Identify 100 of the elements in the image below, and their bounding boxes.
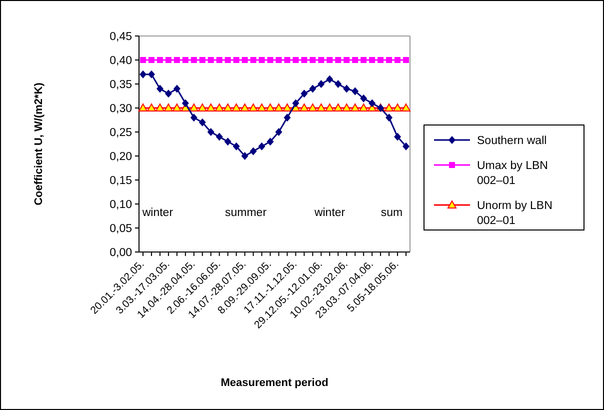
point bbox=[343, 84, 350, 93]
point bbox=[223, 104, 232, 112]
legend-label: Southern wall bbox=[477, 135, 547, 147]
point bbox=[318, 80, 325, 88]
point bbox=[284, 114, 291, 122]
point bbox=[292, 57, 299, 63]
point bbox=[248, 104, 258, 112]
annotation: winter bbox=[141, 207, 174, 219]
point bbox=[258, 57, 265, 63]
point bbox=[250, 147, 257, 156]
point bbox=[402, 104, 410, 112]
point bbox=[173, 84, 180, 93]
point bbox=[344, 57, 350, 63]
point bbox=[310, 57, 316, 63]
point bbox=[232, 142, 240, 150]
point bbox=[282, 104, 292, 112]
point bbox=[156, 84, 164, 93]
point bbox=[198, 104, 207, 112]
point bbox=[199, 57, 206, 63]
point bbox=[266, 104, 275, 112]
annotation: sum bbox=[380, 207, 403, 219]
y-tick-label: 0,10 bbox=[110, 199, 132, 212]
point bbox=[284, 57, 290, 63]
point bbox=[258, 142, 266, 150]
y-tick-label: 0,15 bbox=[110, 175, 132, 188]
legend-label: Unorm by LBN 002–01 bbox=[477, 200, 552, 227]
point bbox=[164, 104, 173, 112]
point bbox=[224, 138, 232, 146]
point bbox=[146, 104, 156, 112]
annotation: summer bbox=[225, 207, 267, 219]
point bbox=[241, 152, 248, 160]
y-tick-label: 0,25 bbox=[110, 127, 132, 140]
point bbox=[207, 128, 214, 136]
point bbox=[216, 57, 222, 63]
point bbox=[274, 104, 284, 112]
point bbox=[208, 57, 214, 63]
y-tick-label: 0,40 bbox=[110, 55, 132, 68]
point bbox=[216, 132, 223, 141]
point bbox=[257, 104, 266, 112]
point bbox=[232, 104, 241, 112]
point bbox=[334, 104, 343, 112]
point bbox=[250, 57, 256, 63]
point bbox=[275, 128, 282, 136]
point bbox=[386, 114, 393, 122]
y-tick-label: 0,45 bbox=[110, 31, 132, 44]
point bbox=[165, 57, 172, 63]
point bbox=[318, 57, 324, 63]
point bbox=[214, 104, 224, 112]
y-tick-label: 0,20 bbox=[110, 151, 132, 164]
point bbox=[190, 57, 197, 63]
point bbox=[198, 118, 206, 126]
point bbox=[242, 57, 248, 63]
point bbox=[316, 104, 326, 112]
point bbox=[292, 99, 300, 108]
point bbox=[378, 57, 384, 63]
point bbox=[309, 84, 316, 93]
point bbox=[308, 104, 318, 112]
point bbox=[386, 57, 392, 63]
point bbox=[335, 57, 342, 63]
point bbox=[267, 57, 274, 63]
point bbox=[301, 57, 308, 63]
point bbox=[360, 94, 368, 102]
point bbox=[359, 104, 368, 112]
point bbox=[394, 132, 402, 141]
annotation: winter bbox=[313, 207, 346, 219]
point bbox=[326, 57, 333, 63]
point bbox=[182, 99, 189, 108]
point bbox=[300, 104, 309, 112]
point bbox=[140, 70, 146, 78]
point bbox=[164, 90, 172, 98]
point bbox=[369, 57, 376, 63]
point bbox=[342, 104, 352, 112]
point bbox=[276, 57, 282, 63]
point bbox=[403, 57, 409, 63]
point bbox=[182, 57, 188, 63]
y-tick-label: 0,35 bbox=[110, 79, 132, 92]
point bbox=[352, 87, 359, 96]
point bbox=[394, 57, 401, 63]
y-axis-title: Coefficient U, W/(m2*K) bbox=[33, 82, 45, 206]
point bbox=[384, 104, 394, 112]
point bbox=[189, 104, 198, 112]
point bbox=[334, 80, 342, 88]
point bbox=[140, 57, 146, 63]
point bbox=[155, 104, 164, 112]
point bbox=[326, 75, 334, 84]
point bbox=[240, 104, 250, 112]
x-axis-title: Measurement period bbox=[220, 377, 328, 389]
point bbox=[325, 104, 334, 112]
y-tick-label: 0,30 bbox=[110, 103, 132, 116]
legend-label: Umax by LBN 002–01 bbox=[477, 160, 548, 187]
point bbox=[172, 104, 182, 112]
point bbox=[266, 138, 274, 146]
point bbox=[352, 57, 358, 63]
point bbox=[190, 114, 198, 122]
point bbox=[368, 99, 376, 108]
point bbox=[148, 57, 154, 63]
point bbox=[393, 104, 402, 112]
y-tick-label: 0,05 bbox=[110, 223, 132, 236]
point bbox=[174, 57, 180, 63]
point bbox=[233, 57, 240, 63]
